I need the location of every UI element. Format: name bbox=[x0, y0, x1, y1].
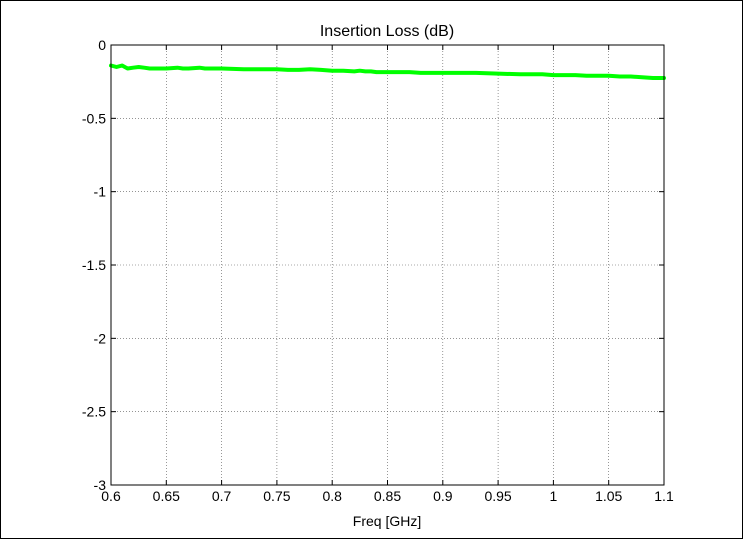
x-tick-label: 0.7 bbox=[212, 488, 232, 504]
series-line bbox=[109, 63, 666, 80]
y-tick-label: -2 bbox=[94, 330, 107, 346]
series-layer bbox=[109, 63, 666, 80]
x-tick-label: 0.8 bbox=[322, 488, 342, 504]
grid-lines bbox=[111, 45, 664, 485]
y-tick-label: -2.5 bbox=[82, 404, 106, 420]
x-tick-label: 1.05 bbox=[595, 488, 622, 504]
plot-border bbox=[110, 44, 665, 486]
x-axis-label: Freq [GHz] bbox=[353, 513, 421, 529]
x-tick-label: 0.65 bbox=[153, 488, 180, 504]
y-tick-labels: 0 -0.5 -1 -1.5 -2 -2.5 -3 bbox=[82, 37, 106, 493]
x-tick-label: 0.9 bbox=[433, 488, 453, 504]
y-tick-label: 0 bbox=[98, 37, 106, 53]
y-tick-label: -0.5 bbox=[82, 110, 106, 126]
y-tick-label: -3 bbox=[94, 477, 107, 493]
x-tick-label: 0.75 bbox=[263, 488, 290, 504]
chart-title: Insertion Loss (dB) bbox=[320, 23, 454, 40]
x-tick-label: 1.1 bbox=[654, 488, 674, 504]
x-tick-label: 0.6 bbox=[101, 488, 121, 504]
y-tick-label: -1 bbox=[94, 184, 107, 200]
x-tick-label: 1 bbox=[550, 488, 558, 504]
x-tick-label: 0.85 bbox=[374, 488, 401, 504]
y-tick-label: -1.5 bbox=[82, 257, 106, 273]
x-tick-labels: 0.6 0.65 0.7 0.75 0.8 0.85 0.9 0.95 1 1.05 1.1 bbox=[101, 488, 674, 504]
x-tick-label: 0.95 bbox=[484, 488, 511, 504]
